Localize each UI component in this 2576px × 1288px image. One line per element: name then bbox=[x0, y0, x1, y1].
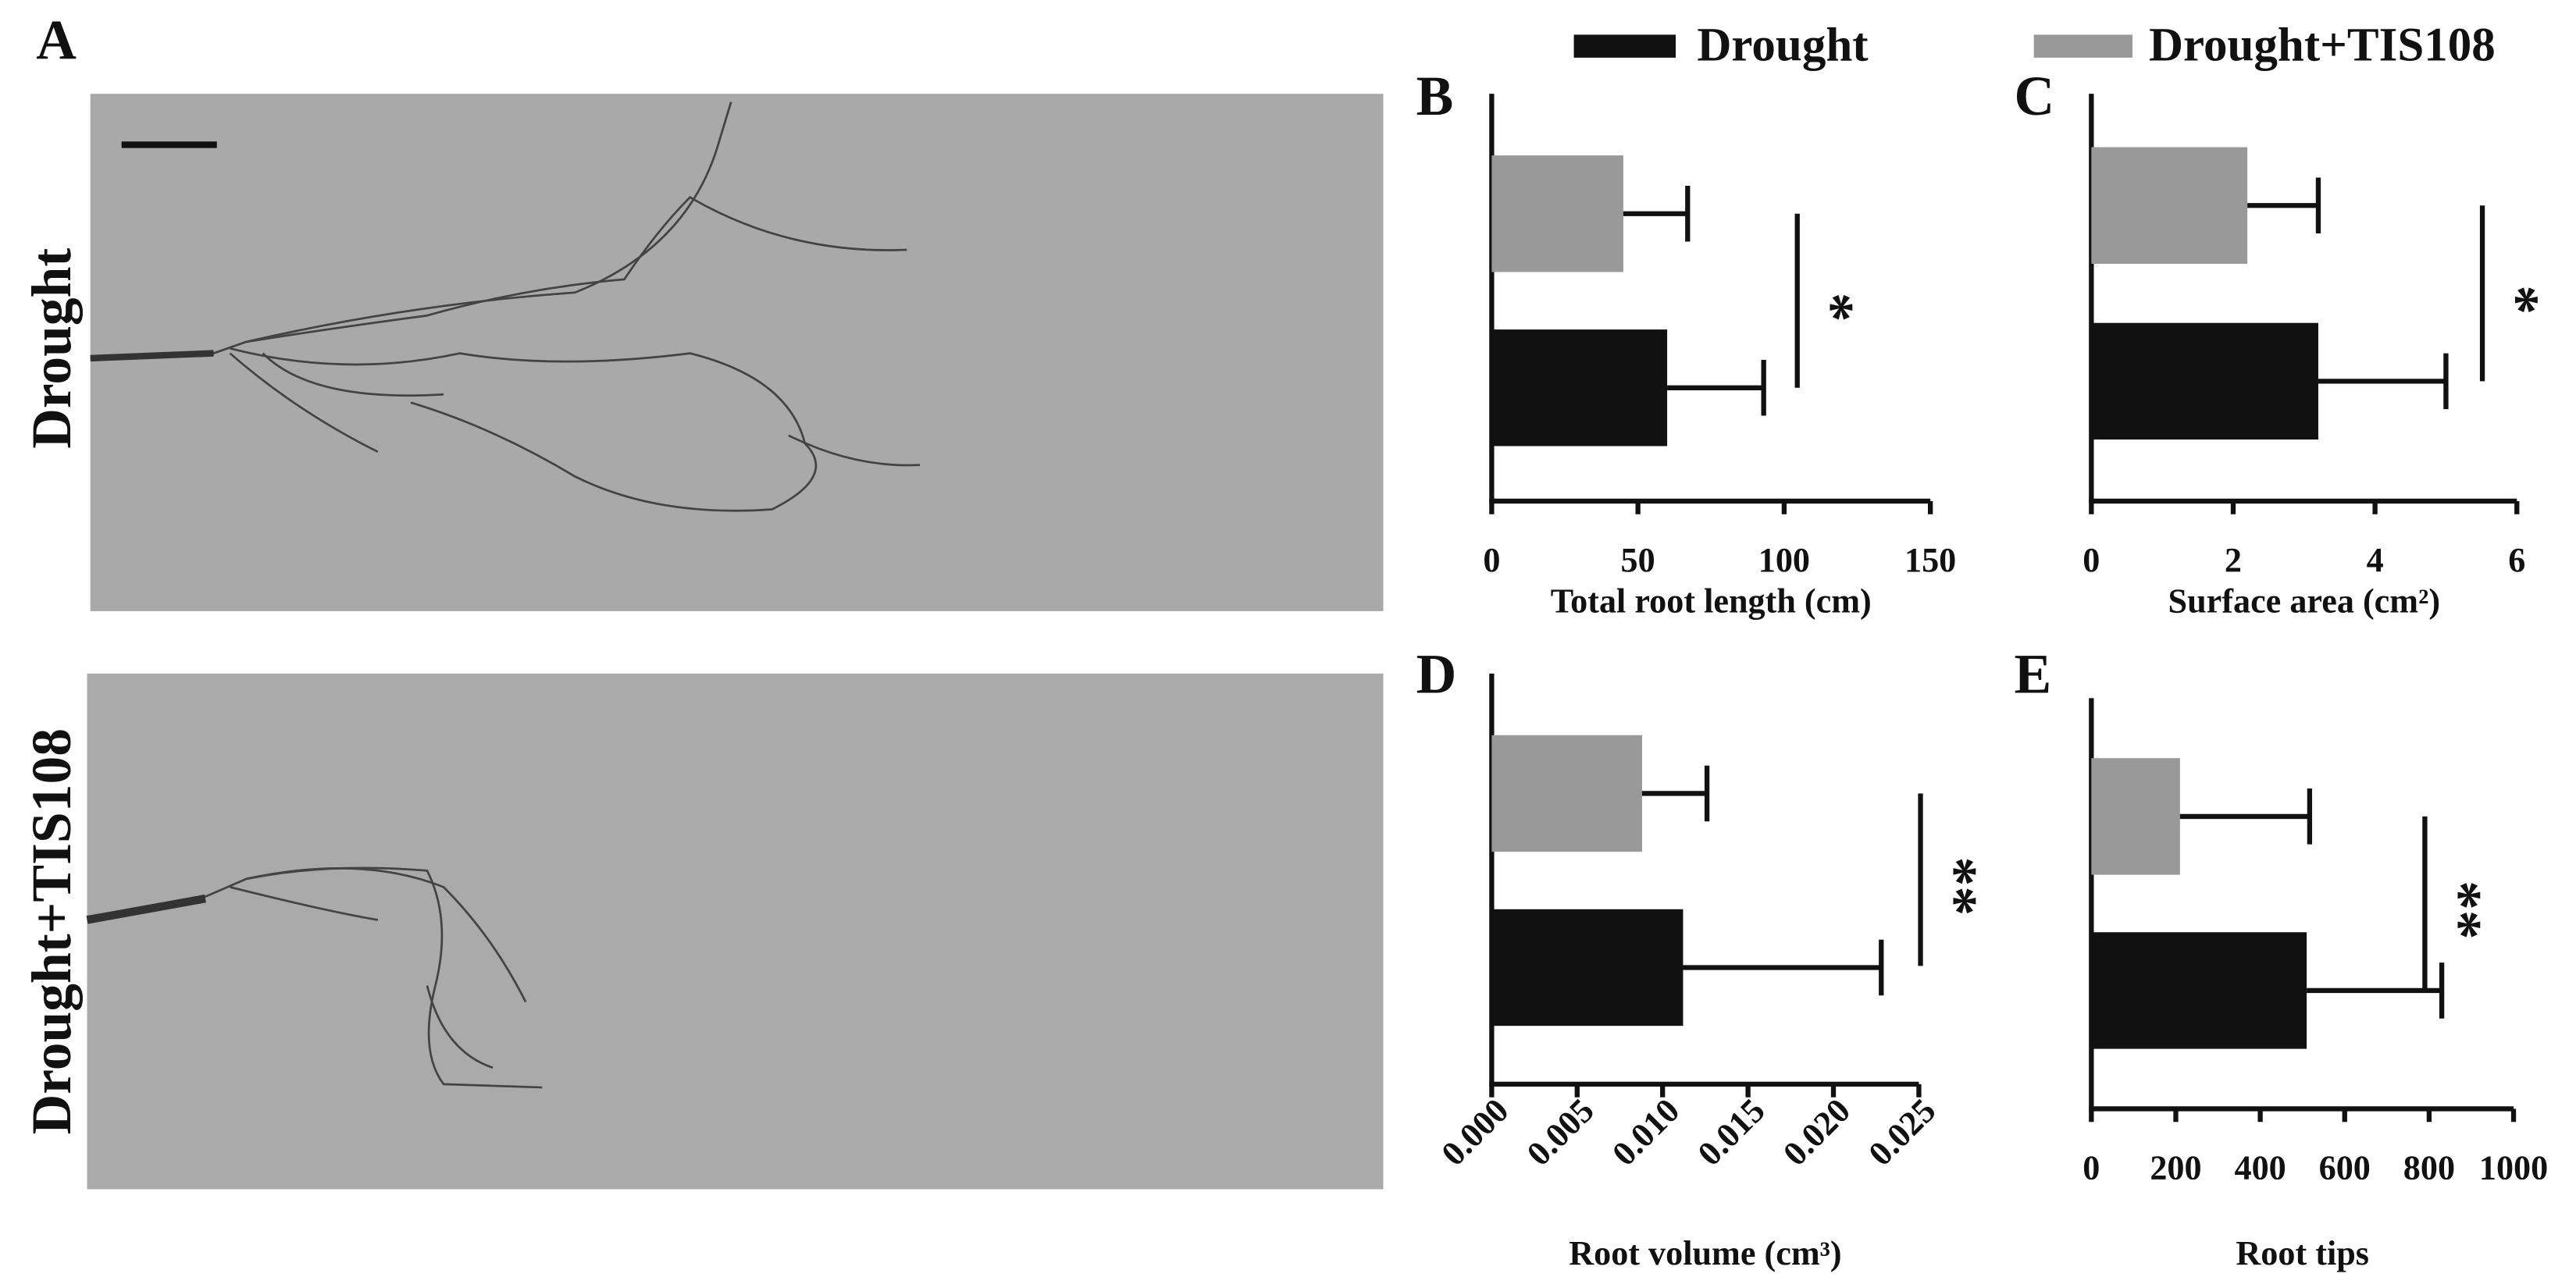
x-tick-label: 200 bbox=[2150, 1149, 2201, 1187]
x-tick-label: 0.010 bbox=[1605, 1091, 1687, 1173]
legend-label: Drought+TIS108 bbox=[2149, 19, 2496, 71]
panel-label: C bbox=[2014, 66, 2054, 127]
x-tick-label: 6 bbox=[2508, 541, 2525, 579]
legend-swatch bbox=[1573, 34, 1676, 58]
x-tick-label: 0 bbox=[2083, 541, 2100, 579]
root-photo bbox=[87, 673, 1384, 1190]
bar bbox=[1491, 155, 1623, 272]
legend-swatch bbox=[2033, 34, 2132, 58]
root-stem bbox=[90, 350, 214, 362]
bar bbox=[2091, 322, 2318, 440]
x-axis-label: Total root length (cm) bbox=[1551, 582, 1872, 621]
x-tick-label: 0 bbox=[1483, 541, 1500, 579]
x-axis-label: Surface area (cm²) bbox=[2168, 582, 2440, 621]
x-tick-label: 1000 bbox=[2479, 1149, 2548, 1187]
bar bbox=[1491, 329, 1668, 447]
x-tick-label: 0 bbox=[2083, 1149, 2100, 1187]
row-label: Drought+TIS108 bbox=[21, 728, 83, 1134]
x-axis-label: Root volume (cm³) bbox=[1569, 1234, 1841, 1272]
root-drawing bbox=[87, 101, 921, 1089]
x-tick-label: 0.015 bbox=[1691, 1091, 1773, 1173]
x-tick-label: 4 bbox=[2367, 541, 2384, 579]
legend-label: Drought bbox=[1697, 19, 1869, 71]
significance-mark: * bbox=[2485, 285, 2550, 315]
root-photo bbox=[90, 94, 1384, 611]
x-tick-label: 800 bbox=[2403, 1149, 2455, 1187]
x-tick-label: 400 bbox=[2234, 1149, 2286, 1187]
x-tick-label: 0.000 bbox=[1434, 1091, 1516, 1173]
x-tick-label: 0.020 bbox=[1776, 1091, 1858, 1173]
row-label: Drought bbox=[21, 248, 83, 449]
x-tick-label: 100 bbox=[1758, 541, 1810, 579]
x-tick-label: 600 bbox=[2319, 1149, 2371, 1187]
bar bbox=[2091, 147, 2248, 264]
x-tick-label: 0.005 bbox=[1520, 1091, 1602, 1173]
x-tick-label: 0.025 bbox=[1862, 1091, 1944, 1173]
significance-mark: * bbox=[1800, 293, 1865, 322]
x-tick-label: 150 bbox=[1904, 541, 1956, 579]
panel-label: E bbox=[2014, 644, 2051, 706]
panel-label: A bbox=[36, 10, 77, 72]
bar bbox=[2091, 758, 2180, 875]
significance-mark: ** bbox=[2428, 881, 2492, 940]
x-tick-label: 2 bbox=[2225, 541, 2242, 579]
root-stem bbox=[86, 894, 206, 924]
significance-mark: ** bbox=[1923, 856, 1988, 916]
bar bbox=[1491, 735, 1642, 852]
x-tick-label: 50 bbox=[1621, 541, 1655, 579]
x-axis-label: Root tips bbox=[2236, 1234, 2369, 1272]
panel-label: B bbox=[1416, 66, 1454, 127]
panel-label: D bbox=[1416, 644, 1457, 706]
bar bbox=[1491, 909, 1683, 1026]
bar bbox=[2091, 932, 2307, 1049]
